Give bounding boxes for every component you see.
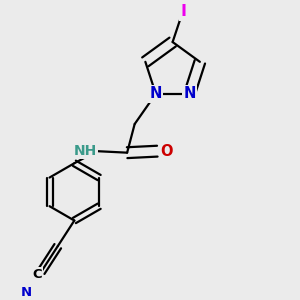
Text: I: I [180,4,186,20]
Text: O: O [160,144,172,159]
Text: C: C [33,268,42,281]
Text: NH: NH [73,144,97,158]
Text: N: N [183,86,196,101]
Text: N: N [150,86,162,101]
Text: N: N [21,286,32,299]
